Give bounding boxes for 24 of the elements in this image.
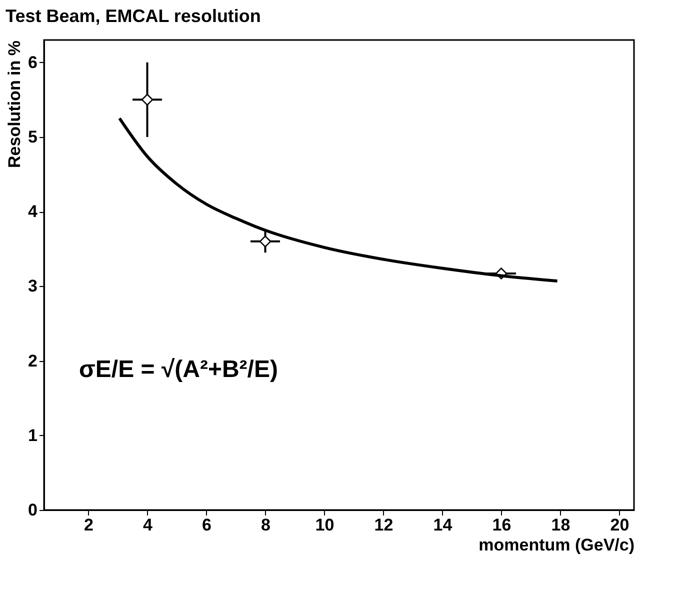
- x-tick-label: 16: [492, 516, 512, 534]
- y-tick-label: 2: [28, 351, 38, 370]
- y-tick-label: 0: [28, 500, 38, 520]
- y-tick-label: 6: [28, 52, 38, 72]
- y-axis-title: Resolution in %: [5, 40, 24, 168]
- x-tick-label: 18: [551, 516, 570, 534]
- y-tick-label: 5: [28, 127, 38, 146]
- point: [141, 94, 154, 106]
- y-tick-label: 1: [28, 426, 38, 445]
- chart-title: Test Beam, EMCAL resolution: [6, 6, 261, 26]
- x-tick-label: 14: [433, 516, 453, 534]
- x-axis-title: momentum (GeV/c): [478, 536, 634, 554]
- point: [259, 236, 272, 248]
- x-tick-label: 2: [84, 516, 94, 534]
- line-series: [118, 116, 559, 282]
- y-tick-label: 3: [28, 276, 38, 296]
- x-tick-label: 12: [374, 516, 394, 534]
- x-tick-label: 4: [143, 516, 154, 534]
- x-tick-label: 20: [610, 516, 630, 534]
- x-tick-label: 8: [261, 516, 270, 534]
- annotation: σE/E = √(A²+B²/E): [79, 356, 278, 383]
- x-tick-label: 10: [315, 516, 334, 534]
- y-tick-label: 4: [28, 202, 38, 222]
- x-tick-label: 6: [202, 516, 212, 534]
